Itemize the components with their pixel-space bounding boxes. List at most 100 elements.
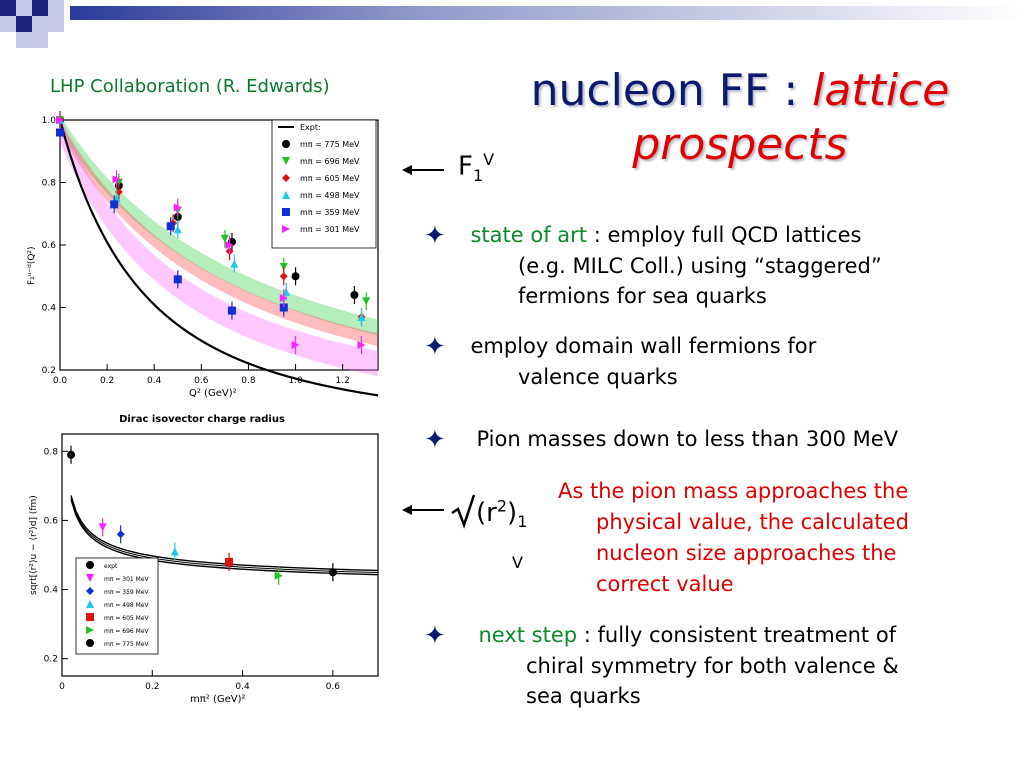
data-point — [56, 128, 64, 137]
legend-marker — [282, 140, 290, 148]
legend-marker — [86, 600, 94, 608]
data-point — [98, 523, 107, 532]
data-point — [279, 272, 288, 281]
legend-label: mπ = 498 MeV — [300, 191, 360, 200]
data-point — [291, 272, 300, 281]
radius-label: (r2)1 — [450, 493, 527, 531]
legend-box — [271, 119, 377, 249]
legend-marker — [282, 174, 290, 182]
y-axis-label: sqrt[⟨r²⟩u − ⟨r²⟩d] (fm) — [29, 495, 39, 595]
title-main: nucleon FF : — [530, 65, 799, 116]
data-point — [227, 306, 236, 315]
data-point — [279, 262, 288, 271]
legend-marker — [86, 639, 94, 647]
bullet-pion-masses: ✦ Pion masses down to less than 300 MeV — [424, 425, 899, 455]
legend-label: mπ = 498 MeV — [104, 602, 150, 609]
fit-curve-2 — [70, 497, 379, 574]
title-accent: lattice prospects — [632, 65, 950, 170]
data-point — [357, 312, 366, 321]
legend-label: Expt: — [300, 123, 321, 132]
legend-marker — [282, 191, 290, 199]
data-point — [112, 175, 121, 184]
chart1-caption: Dirac isovector charge radius — [119, 414, 285, 425]
data-point — [220, 234, 229, 243]
data-point — [357, 341, 366, 349]
arrow-f1v-icon — [402, 165, 444, 175]
y-tick-label: 0.4 — [42, 304, 57, 314]
legend-label: mπ = 359 MeV — [104, 589, 150, 596]
x-tick-label: 1.2 — [336, 376, 350, 386]
data-point — [230, 259, 239, 268]
x-tick-label: 0.8 — [241, 376, 256, 386]
legend-label: mπ = 696 MeV — [300, 157, 360, 166]
f1v-label: F1V — [458, 150, 495, 185]
x-tick-label: 0 — [59, 682, 65, 692]
legend-marker — [282, 208, 290, 216]
x-tick-label: 0.4 — [147, 376, 162, 386]
x-tick-label: 0.2 — [145, 682, 159, 692]
legend-label: mπ = 301 MeV — [104, 576, 150, 583]
y-tick-label: 0.6 — [42, 241, 57, 251]
data-point — [67, 450, 76, 459]
fit-curve-0 — [58, 119, 379, 397]
legend-label: expt — [104, 563, 118, 570]
bullet-domain-wall: ✦ employ domain wall fermions for valenc… — [424, 332, 817, 389]
y-tick-label: 1.0 — [42, 116, 57, 126]
data-point — [170, 547, 179, 556]
x-tick-label: 0.6 — [326, 682, 341, 692]
legend-label: mπ = 775 MeV — [104, 641, 150, 648]
y-tick-label: 0.8 — [42, 179, 57, 189]
data-point — [173, 203, 182, 212]
legend-label: mπ = 696 MeV — [104, 628, 150, 635]
legend-label: mπ = 301 MeV — [300, 225, 360, 234]
legend-label: mπ = 605 MeV — [300, 174, 360, 183]
data-point — [328, 568, 337, 577]
legend-label: mπ = 775 MeV — [300, 140, 360, 149]
data-point — [110, 200, 119, 209]
data-point — [56, 116, 64, 124]
x-tick-label: 0.4 — [235, 682, 250, 692]
legend-marker — [282, 157, 290, 165]
legend-marker — [86, 626, 94, 634]
star-bullet-icon: ✦ — [424, 621, 446, 651]
data-point — [291, 341, 300, 349]
data-point — [274, 571, 283, 580]
legend-label: mπ = 605 MeV — [104, 615, 150, 622]
legend-marker — [86, 613, 94, 621]
x-tick-label: 0.6 — [194, 376, 209, 386]
star-bullet-icon: ✦ — [424, 332, 446, 362]
legend-marker — [86, 561, 94, 569]
y-tick-label: 0.4 — [44, 586, 59, 596]
data-point — [173, 225, 182, 234]
legend-label: mπ = 359 MeV — [300, 208, 360, 217]
slide-title: nucleon FF : lattice prospects — [470, 64, 1010, 171]
data-point — [362, 297, 371, 306]
legend-marker — [86, 574, 94, 582]
form-factor-chart: Dirac isovector charge radius 0.0 0.2 0.4 0… — [10, 108, 390, 428]
data-point — [116, 530, 125, 539]
x-tick-label: 0.2 — [100, 376, 114, 386]
data-point — [279, 303, 288, 312]
arrow-radius-icon — [402, 505, 444, 515]
data-point — [279, 294, 288, 303]
note-pion-mass: As the pion mass approaches the physical… — [558, 479, 909, 596]
x-tick-label: 0.0 — [53, 376, 68, 386]
y-axis-label: F₁ᵘ⁻ᵈ(Q²) — [27, 246, 37, 285]
y-tick-label: 0.6 — [44, 516, 59, 526]
error-band-2 — [60, 116, 378, 377]
x-axis-label: mπ² (GeV)² — [190, 694, 246, 705]
data-point — [225, 241, 234, 249]
data-point — [350, 291, 359, 299]
legend-marker — [282, 225, 290, 233]
charge-radius-chart: 0 0.2 0.4 0.6 0.2 0.4 0.6 0.8 mπ² (GeV)² sqrt[⟨r²… — [10, 428, 390, 718]
decorative-header-bar — [0, 0, 1024, 48]
data-point — [166, 222, 175, 231]
bullet-next-step: ✦ next step : fully consistent treatment… — [424, 621, 899, 708]
credit-line: LHP Collaboration (R. Edwards) — [50, 76, 330, 97]
error-band-0 — [60, 115, 378, 336]
y-tick-label: 0.2 — [44, 655, 58, 665]
star-bullet-icon: ✦ — [424, 221, 446, 251]
data-point — [225, 557, 234, 566]
y-tick-label: 0.2 — [42, 366, 56, 376]
legend-marker — [86, 587, 94, 595]
